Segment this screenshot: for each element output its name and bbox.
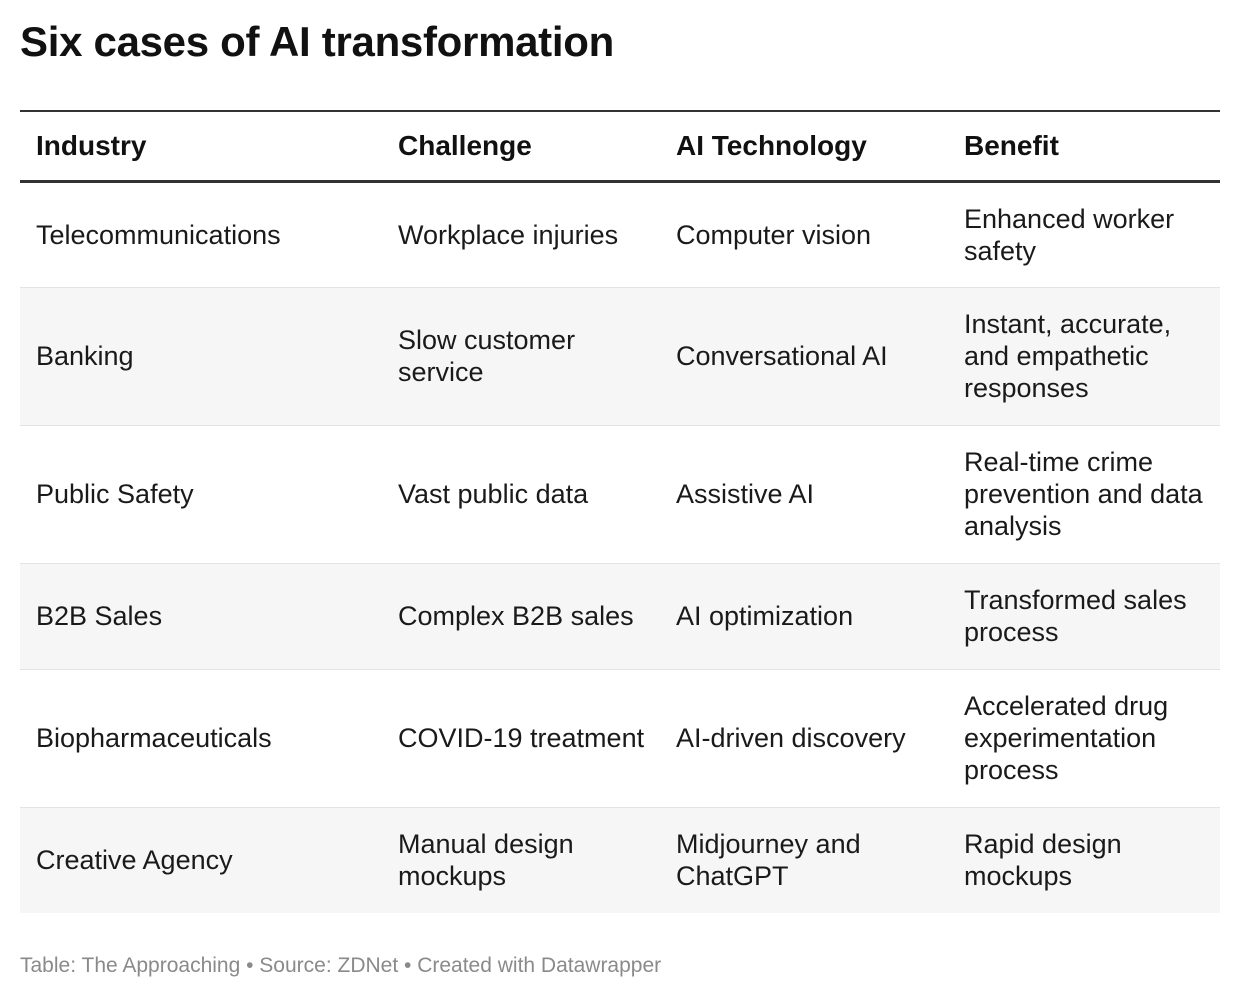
header-row: Industry Challenge AI Technology Benefit <box>20 111 1220 181</box>
cell-ai-technology: Assistive AI <box>676 479 815 509</box>
table-body: Telecommunications Workplace injuries Co… <box>20 181 1220 913</box>
cell-benefit: Rapid design mockups <box>964 829 1122 892</box>
cell-ai-technology: AI optimization <box>676 601 854 631</box>
cell-industry: Creative Agency <box>36 845 233 876</box>
cell-challenge: Vast public data <box>398 479 589 509</box>
header-ai-technology: AI Technology <box>676 129 867 161</box>
table-header: Industry Challenge AI Technology Benefit <box>20 111 1220 181</box>
cell-ai-technology: Midjourney and ChatGPT <box>676 829 861 892</box>
table-title: Six cases of AI transformation <box>20 18 614 65</box>
source-footnote: Table: The Approaching • Source: ZDNet •… <box>20 954 662 977</box>
header-challenge: Challenge <box>398 129 532 161</box>
cell-ai-technology: Computer vision <box>676 219 872 250</box>
cell-industry: Telecommunications <box>36 219 281 250</box>
ai-cases-table: Industry Challenge AI Technology Benefit… <box>20 110 1220 913</box>
cell-challenge: COVID-19 treatment <box>398 723 645 753</box>
table-row: Biopharmaceuticals COVID-19 treatment AI… <box>20 669 1220 807</box>
table-row: Public Safety Vast public data Assistive… <box>20 425 1220 563</box>
table-row: B2B Sales Complex B2B sales AI optimizat… <box>20 563 1220 669</box>
cell-industry: Public Safety <box>36 479 194 509</box>
cell-benefit: Accelerated drug experimentation process <box>964 691 1169 785</box>
cell-benefit: Transformed sales process <box>964 585 1187 647</box>
cell-challenge: Manual design mockups <box>398 829 574 892</box>
table-row: Banking Slow customer service Conversati… <box>20 287 1220 425</box>
table-row: Telecommunications Workplace injuries Co… <box>20 181 1220 287</box>
cell-ai-technology: Conversational AI <box>676 341 888 371</box>
cell-challenge: Workplace injuries <box>398 219 619 250</box>
cell-benefit: Instant, accurate, and empathetic respon… <box>964 309 1172 403</box>
header-industry: Industry <box>36 129 147 161</box>
cell-challenge: Complex B2B sales <box>398 601 634 631</box>
cell-industry: B2B Sales <box>36 601 163 631</box>
cell-industry: Biopharmaceuticals <box>36 723 272 753</box>
table-row: Creative Agency Manual design mockups Mi… <box>20 807 1220 913</box>
cell-industry: Banking <box>36 341 134 371</box>
header-benefit: Benefit <box>964 129 1059 161</box>
cell-benefit: Enhanced worker safety <box>964 203 1175 266</box>
cell-ai-technology: AI-driven discovery <box>676 723 906 753</box>
cell-challenge: Slow customer service <box>398 325 576 387</box>
cell-benefit: Real-time crime prevention and data anal… <box>964 447 1203 541</box>
